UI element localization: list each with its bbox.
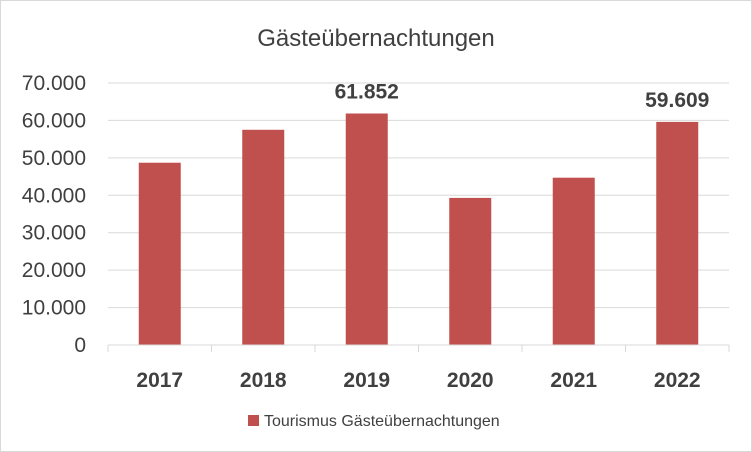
x-tick-label: 2020 (447, 369, 494, 392)
x-tick-label: 2021 (550, 369, 597, 392)
x-tick-label: 2018 (240, 369, 287, 392)
y-tick-label: 10.000 (22, 297, 86, 320)
x-axis-ticks: 2017 2018 2019 2020 2021 2022 (107, 345, 730, 392)
y-tick-label: 30.000 (22, 222, 86, 245)
y-tick-label: 50.000 (22, 147, 86, 170)
legend-label: Tourismus Gästeübernachtungen (264, 413, 500, 430)
data-label: 59.609 (645, 89, 709, 112)
legend: Tourismus Gästeübernachtungen (248, 413, 500, 430)
bar-2018 (242, 129, 285, 345)
chart-title: Gästeübernachtungen (257, 25, 495, 52)
legend-swatch (248, 415, 259, 426)
data-label: 61.852 (335, 80, 399, 103)
y-tick-label: 20.000 (22, 259, 86, 282)
y-tick-label: 40.000 (22, 184, 86, 207)
x-tick-label: 2022 (654, 369, 701, 392)
x-tick-label: 2017 (136, 369, 183, 392)
bar-2021 (552, 177, 595, 345)
data-labels: 61.852 59.609 (335, 80, 710, 111)
gridlines (108, 82, 729, 309)
bar-2019 (345, 113, 388, 346)
bar-2020 (449, 197, 492, 345)
y-axis-ticks: 0 10.000 20.000 30.000 40.000 50.000 60.000 70.… (22, 72, 86, 357)
bar-2017 (138, 162, 181, 345)
y-tick-label: 70.000 (22, 72, 86, 95)
y-tick-label: 0 (74, 334, 86, 357)
bars (138, 113, 699, 346)
x-tick-label: 2019 (343, 369, 390, 392)
y-tick-label: 60.000 (22, 109, 86, 132)
bar-2022 (656, 121, 699, 345)
